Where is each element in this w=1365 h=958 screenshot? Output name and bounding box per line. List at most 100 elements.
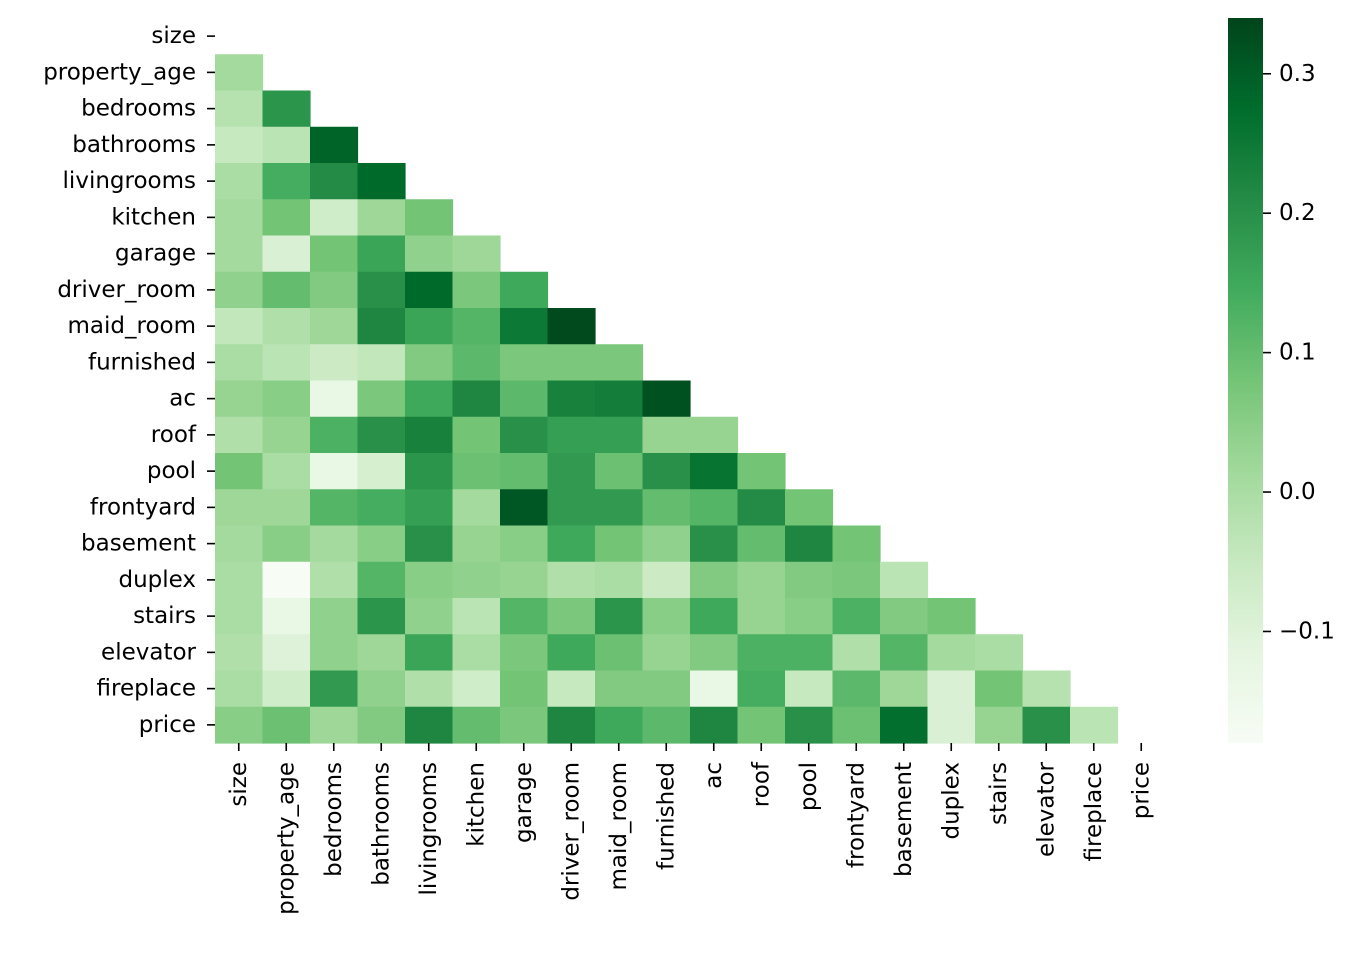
heatmap-cell-stairs-furnished: [642, 598, 691, 635]
heatmap-cell-frontyard-bathrooms: [357, 489, 406, 527]
heatmap-cell-fireplace-bedrooms: [310, 670, 359, 708]
heatmap-cell-furnished-property_age: [262, 344, 311, 382]
heatmap-cell-ac-garage: [500, 380, 549, 418]
heatmap-cell-garage-bathrooms: [357, 235, 406, 273]
heatmap-cell-kitchen-bathrooms: [357, 199, 406, 237]
heatmap-cell-garage-livingrooms: [405, 235, 454, 273]
heatmap-cell-elevator-duplex: [927, 634, 976, 672]
heatmap-cell-ac-maid_room: [595, 380, 644, 418]
y-tick-label: bathrooms: [72, 132, 196, 158]
heatmap-cell-bathrooms-size: [215, 126, 264, 164]
heatmap-cell-furnished-bedrooms: [310, 344, 359, 382]
heatmap-cell-fireplace-elevator: [1022, 670, 1071, 708]
heatmap-cell-elevator-kitchen: [452, 634, 501, 672]
heatmap-cell-ac-bathrooms: [357, 380, 406, 418]
x-tick-label: maid_room: [606, 762, 632, 891]
heatmap-cell-property_age-size: [215, 54, 264, 92]
y-tick-label: ac: [169, 386, 196, 412]
y-tick-label: elevator: [101, 639, 196, 665]
heatmap-cell-duplex-maid_room: [595, 561, 644, 599]
heatmap-cell-bedrooms-size: [215, 90, 264, 128]
heatmap-cell-fireplace-frontyard: [832, 670, 881, 708]
heatmap-cell-roof-garage: [500, 416, 549, 454]
x-tick-label: kitchen: [463, 762, 489, 847]
heatmap-cell-stairs-pool: [785, 598, 834, 635]
heatmap-cell-duplex-kitchen: [452, 561, 501, 599]
heatmap-cell-fireplace-property_age: [262, 670, 311, 708]
heatmap-cell-maid_room-driver_room: [547, 308, 596, 345]
heatmap-cell-bathrooms-property_age: [262, 126, 311, 164]
heatmap-cell-ac-kitchen: [452, 380, 501, 418]
x-tick-label: price: [1128, 762, 1154, 819]
heatmap-cell-ac-driver_room: [547, 380, 596, 418]
x-axis: size property_age bedrooms bathrooms livingr…: [226, 743, 1154, 915]
heatmap-cell-basement-pool: [785, 525, 834, 563]
y-tick-label: garage: [115, 241, 196, 267]
heatmap-cell-basement-garage: [500, 525, 549, 563]
heatmap-cell-kitchen-property_age: [262, 199, 311, 237]
heatmap-cell-maid_room-bedrooms: [310, 308, 359, 345]
heatmap-cell-furnished-size: [215, 344, 264, 382]
heatmap-cell-pool-property_age: [262, 453, 311, 490]
y-axis: size property_age bedrooms bathrooms livingr…: [43, 23, 215, 738]
heatmap-cell-duplex-frontyard: [832, 561, 881, 599]
heatmap-cell-roof-bedrooms: [310, 416, 359, 454]
y-tick-label: frontyard: [90, 494, 196, 520]
heatmap-cell-driver_room-size: [215, 271, 264, 309]
heatmap-cell-pool-furnished: [642, 453, 691, 490]
heatmap-cell-furnished-garage: [500, 344, 549, 382]
heatmap-cell-frontyard-size: [215, 489, 264, 527]
heatmap-cell-driver_room-bedrooms: [310, 271, 359, 309]
heatmap-cell-maid_room-size: [215, 308, 264, 345]
heatmap-cell-furnished-livingrooms: [405, 344, 454, 382]
heatmap-cell-livingrooms-size: [215, 163, 264, 200]
heatmap-cell-elevator-roof: [737, 634, 786, 672]
x-tick-label: pool: [796, 762, 822, 811]
heatmap-cell-stairs-kitchen: [452, 598, 501, 635]
heatmap-cell-fireplace-basement: [880, 670, 929, 708]
heatmap-cell-fireplace-stairs: [975, 670, 1024, 708]
heatmap-cell-frontyard-roof: [737, 489, 786, 527]
heatmap-cell-elevator-size: [215, 634, 264, 672]
x-tick-label: furnished: [653, 762, 679, 870]
heatmap-cell-fireplace-kitchen: [452, 670, 501, 708]
heatmap-cell-duplex-bedrooms: [310, 561, 359, 599]
heatmap-cell-stairs-maid_room: [595, 598, 644, 635]
heatmap-cell-livingrooms-bathrooms: [357, 163, 406, 200]
heatmap-cell-frontyard-maid_room: [595, 489, 644, 527]
heatmap-cell-price-fireplace: [1070, 706, 1119, 744]
x-tick-label: ac: [701, 762, 727, 789]
heatmap-cell-roof-livingrooms: [405, 416, 454, 454]
heatmap-cell-elevator-livingrooms: [405, 634, 454, 672]
heatmap-cell-frontyard-garage: [500, 489, 549, 527]
heatmap-cell-pool-roof: [737, 453, 786, 490]
heatmap-cell-elevator-basement: [880, 634, 929, 672]
heatmap-cell-duplex-bathrooms: [357, 561, 406, 599]
heatmap-cell-maid_room-kitchen: [452, 308, 501, 345]
heatmap-cell-stairs-frontyard: [832, 598, 881, 635]
heatmap-cell-garage-property_age: [262, 235, 311, 273]
heatmap-cell-elevator-bathrooms: [357, 634, 406, 672]
heatmap-cell-elevator-stairs: [975, 634, 1024, 672]
heatmap-cell-price-garage: [500, 706, 549, 744]
heatmap-cell-garage-size: [215, 235, 264, 273]
heatmap-cell-duplex-driver_room: [547, 561, 596, 599]
heatmap-cell-price-kitchen: [452, 706, 501, 744]
x-tick-label: bathrooms: [368, 762, 394, 886]
heatmap-cell-pool-maid_room: [595, 453, 644, 490]
heatmap-cell-fireplace-furnished: [642, 670, 691, 708]
heatmap-cell-elevator-garage: [500, 634, 549, 672]
heatmap-cell-furnished-maid_room: [595, 344, 644, 382]
heatmap-cell-frontyard-ac: [690, 489, 739, 527]
x-tick-label: garage: [511, 762, 537, 843]
heatmap-cell-basement-ac: [690, 525, 739, 563]
heatmap-cells: [215, 54, 1119, 744]
heatmap-cell-frontyard-kitchen: [452, 489, 501, 527]
heatmap-cell-price-maid_room: [595, 706, 644, 744]
heatmap-cell-price-pool: [785, 706, 834, 744]
heatmap-cell-elevator-frontyard: [832, 634, 881, 672]
heatmap-cell-fireplace-maid_room: [595, 670, 644, 708]
heatmap-cell-pool-livingrooms: [405, 453, 454, 490]
x-tick-label: frontyard: [843, 762, 869, 868]
heatmap-cell-pool-kitchen: [452, 453, 501, 490]
